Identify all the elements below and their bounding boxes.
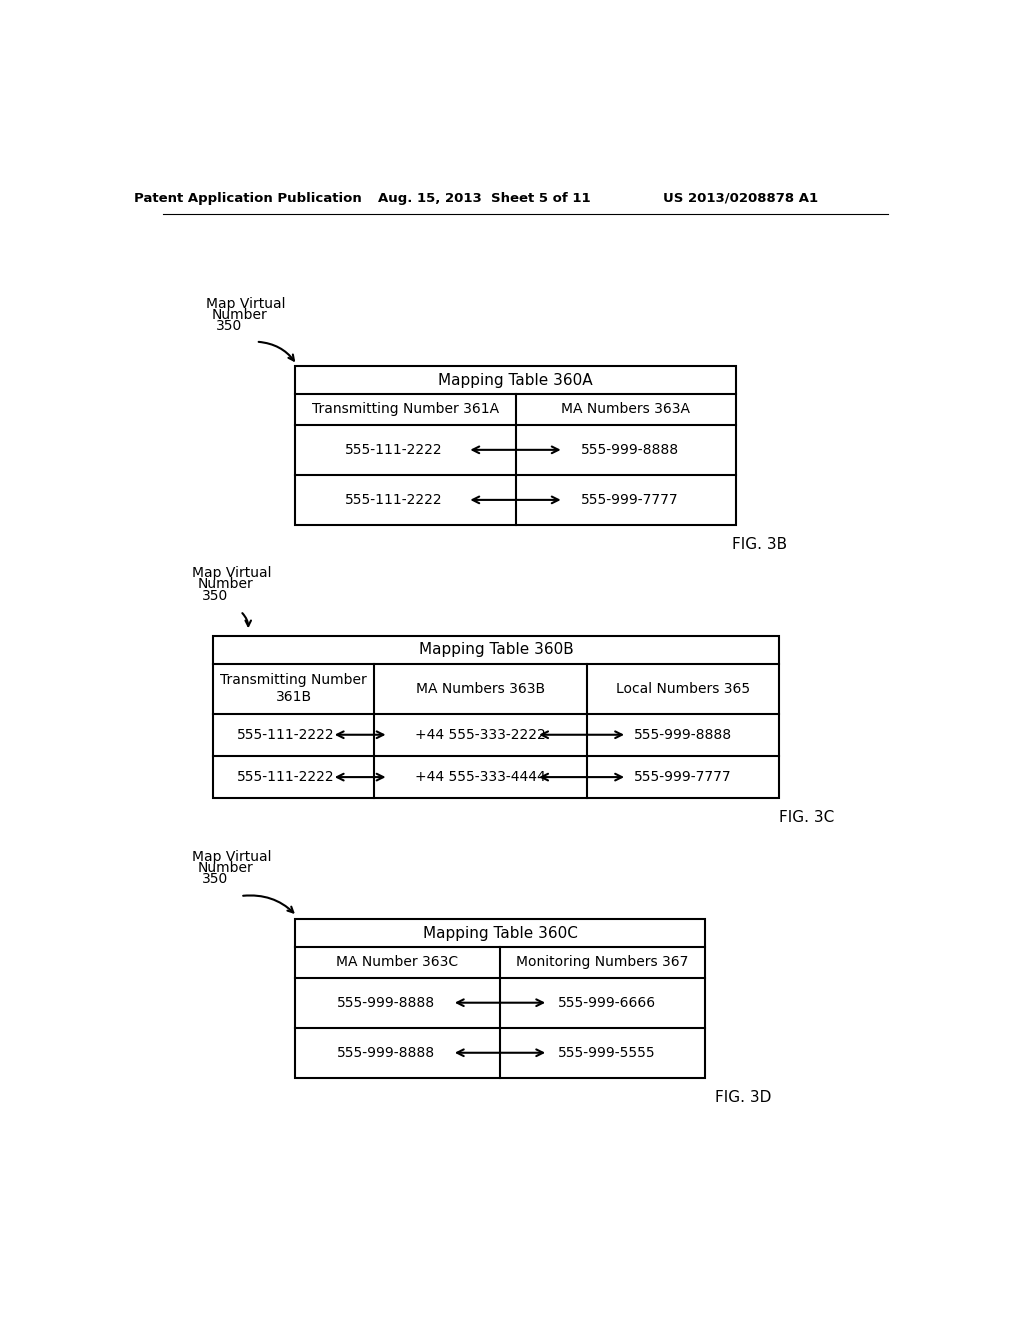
Text: Number: Number xyxy=(198,861,254,875)
Text: Mapping Table 360B: Mapping Table 360B xyxy=(419,642,573,657)
Text: 555-111-2222: 555-111-2222 xyxy=(345,442,442,457)
Text: MA Numbers 363A: MA Numbers 363A xyxy=(561,403,690,416)
Text: MA Number 363C: MA Number 363C xyxy=(336,956,459,969)
Bar xyxy=(295,367,736,525)
Text: FIG. 3B: FIG. 3B xyxy=(732,537,787,552)
Text: 350: 350 xyxy=(216,319,243,333)
Text: 555-999-8888: 555-999-8888 xyxy=(634,727,732,742)
Text: 555-999-7777: 555-999-7777 xyxy=(581,492,679,507)
Text: 555-999-8888: 555-999-8888 xyxy=(337,1045,435,1060)
Text: 350: 350 xyxy=(203,589,228,603)
Bar xyxy=(295,919,706,1077)
Text: Number: Number xyxy=(212,308,267,322)
Text: 555-999-8888: 555-999-8888 xyxy=(581,442,679,457)
Text: Mapping Table 360C: Mapping Table 360C xyxy=(423,925,578,941)
Text: Transmitting Number 361A: Transmitting Number 361A xyxy=(311,403,499,416)
Bar xyxy=(213,636,779,799)
Text: 350: 350 xyxy=(203,873,228,886)
Text: FIG. 3D: FIG. 3D xyxy=(716,1089,772,1105)
Text: 555-111-2222: 555-111-2222 xyxy=(345,492,442,507)
Text: Monitoring Numbers 367: Monitoring Numbers 367 xyxy=(516,956,689,969)
Text: Local Numbers 365: Local Numbers 365 xyxy=(615,681,750,696)
Text: Map Virtual: Map Virtual xyxy=(206,297,285,312)
Text: Map Virtual: Map Virtual xyxy=(191,850,271,863)
Text: MA Numbers 363B: MA Numbers 363B xyxy=(416,681,545,696)
Text: 555-999-8888: 555-999-8888 xyxy=(337,995,435,1010)
Text: 555-999-7777: 555-999-7777 xyxy=(634,770,731,784)
Text: Mapping Table 360A: Mapping Table 360A xyxy=(438,372,593,388)
Text: +44 555-333-2222: +44 555-333-2222 xyxy=(415,727,546,742)
Text: 555-999-6666: 555-999-6666 xyxy=(557,995,655,1010)
Text: +44 555-333-4444: +44 555-333-4444 xyxy=(415,770,546,784)
Text: 555-111-2222: 555-111-2222 xyxy=(238,770,335,784)
Text: Aug. 15, 2013  Sheet 5 of 11: Aug. 15, 2013 Sheet 5 of 11 xyxy=(378,191,591,205)
Text: FIG. 3C: FIG. 3C xyxy=(779,810,835,825)
Text: 555-999-5555: 555-999-5555 xyxy=(558,1045,655,1060)
Text: US 2013/0208878 A1: US 2013/0208878 A1 xyxy=(663,191,818,205)
Text: Transmitting Number
361B: Transmitting Number 361B xyxy=(220,673,368,704)
Text: Map Virtual: Map Virtual xyxy=(191,566,271,581)
Text: 555-111-2222: 555-111-2222 xyxy=(238,727,335,742)
Text: Number: Number xyxy=(198,577,254,591)
Text: Patent Application Publication: Patent Application Publication xyxy=(134,191,362,205)
